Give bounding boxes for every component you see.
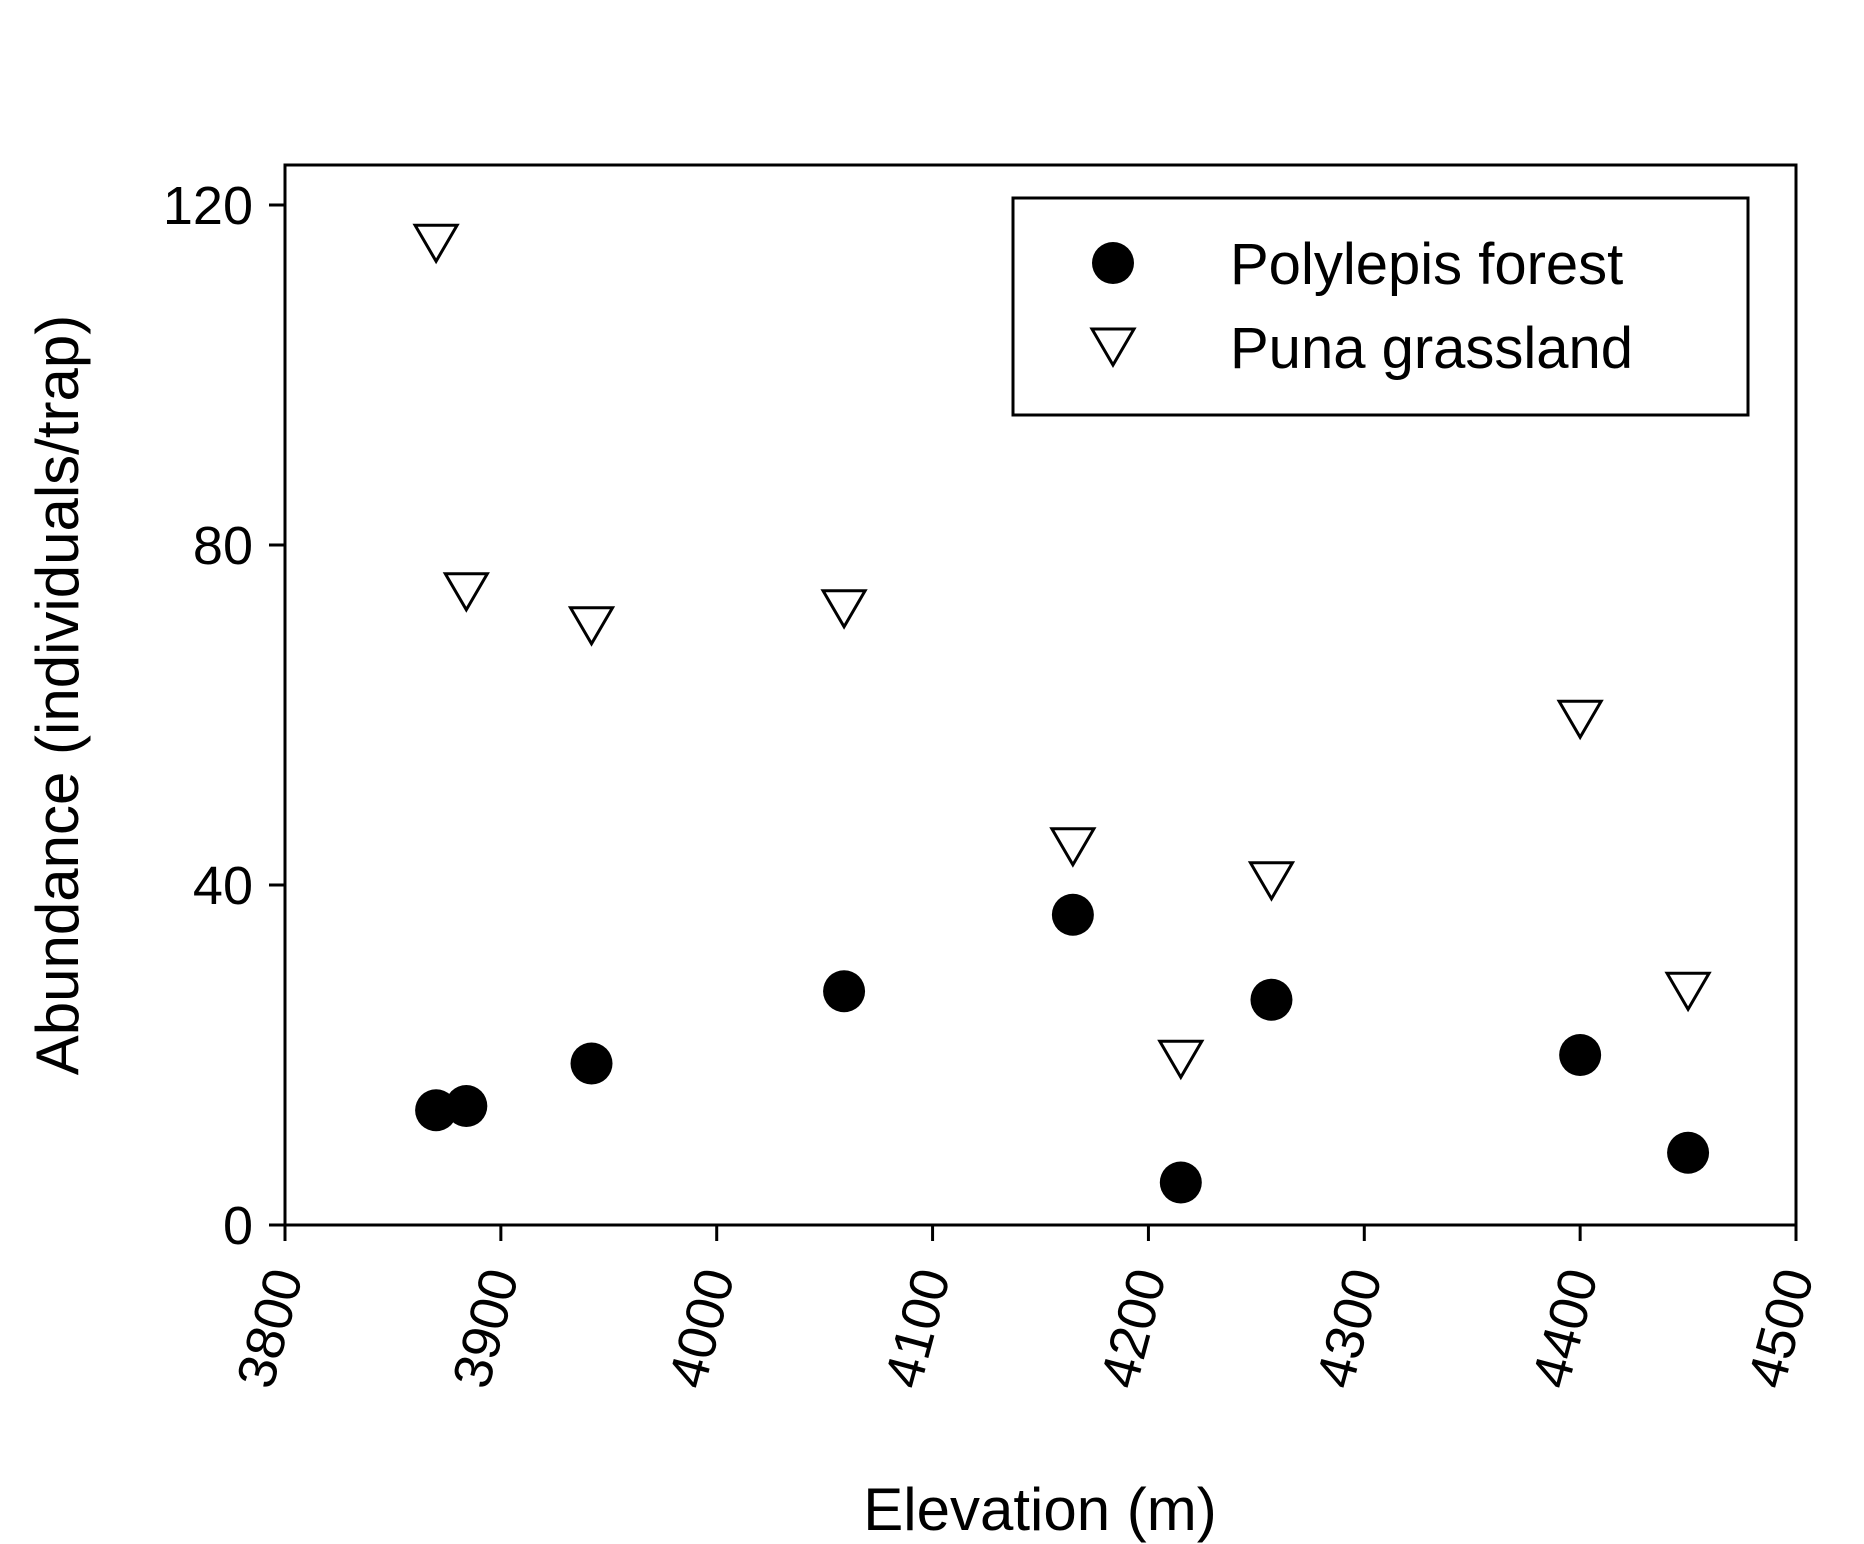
- series-polylepis-forest: [415, 893, 1710, 1204]
- point-triangle: [1157, 1039, 1205, 1081]
- legend-item: Polylepis forest: [1092, 232, 1623, 297]
- point-triangle: [442, 572, 490, 613]
- point-circle: [823, 970, 866, 1013]
- point-circle: [1051, 893, 1094, 936]
- series-puna-grassland: [412, 223, 1712, 1081]
- x-tick-label: 4400: [1521, 1263, 1610, 1395]
- y-tick-label: 120: [163, 176, 253, 236]
- point-triangle: [820, 589, 868, 630]
- x-tick-label: 4200: [1089, 1263, 1178, 1395]
- point-circle: [570, 1042, 613, 1085]
- x-tick-label: 4100: [873, 1263, 962, 1395]
- point-triangle: [1556, 699, 1604, 741]
- point-triangle: [1247, 861, 1296, 902]
- x-tick-label: 3900: [441, 1263, 530, 1395]
- point-circle: [445, 1085, 488, 1127]
- legend: Polylepis forest Puna grassland: [1011, 196, 1750, 417]
- point-triangle: [567, 606, 616, 647]
- x-axis: 3800 3900 4000 4100 4200 4300 4400 4500: [226, 1225, 1826, 1394]
- legend-label: Puna grassland: [1230, 316, 1633, 381]
- point-triangle: [412, 223, 460, 265]
- x-axis-title: Elevation (m): [863, 1476, 1216, 1543]
- x-tick-label: 4300: [1305, 1263, 1394, 1395]
- x-tick-label: 3800: [226, 1263, 315, 1395]
- y-tick-label: 0: [223, 1196, 253, 1256]
- y-axis-title: Abundance (individuals/trap): [24, 315, 91, 1075]
- plot-frame: [283, 163, 1798, 1227]
- point-circle: [1559, 1034, 1602, 1076]
- legend-box: [1011, 196, 1750, 417]
- legend-item: Puna grassland: [1089, 316, 1633, 381]
- point-circle: [1250, 978, 1293, 1021]
- legend-label: Polylepis forest: [1230, 232, 1623, 297]
- y-axis: 0 40 80 120: [163, 176, 285, 1256]
- point-triangle: [1664, 971, 1712, 1013]
- data-points: [412, 223, 1712, 1204]
- x-tick-label: 4500: [1737, 1263, 1826, 1395]
- legend-triangle-marker: [1089, 327, 1137, 368]
- point-circle: [1667, 1131, 1710, 1174]
- y-tick-label: 40: [193, 856, 253, 916]
- x-tick-label: 4000: [657, 1263, 746, 1395]
- point-circle: [1159, 1161, 1202, 1204]
- y-tick-label: 80: [193, 516, 253, 576]
- point-triangle: [1049, 827, 1097, 868]
- legend-circle-marker: [1092, 242, 1134, 284]
